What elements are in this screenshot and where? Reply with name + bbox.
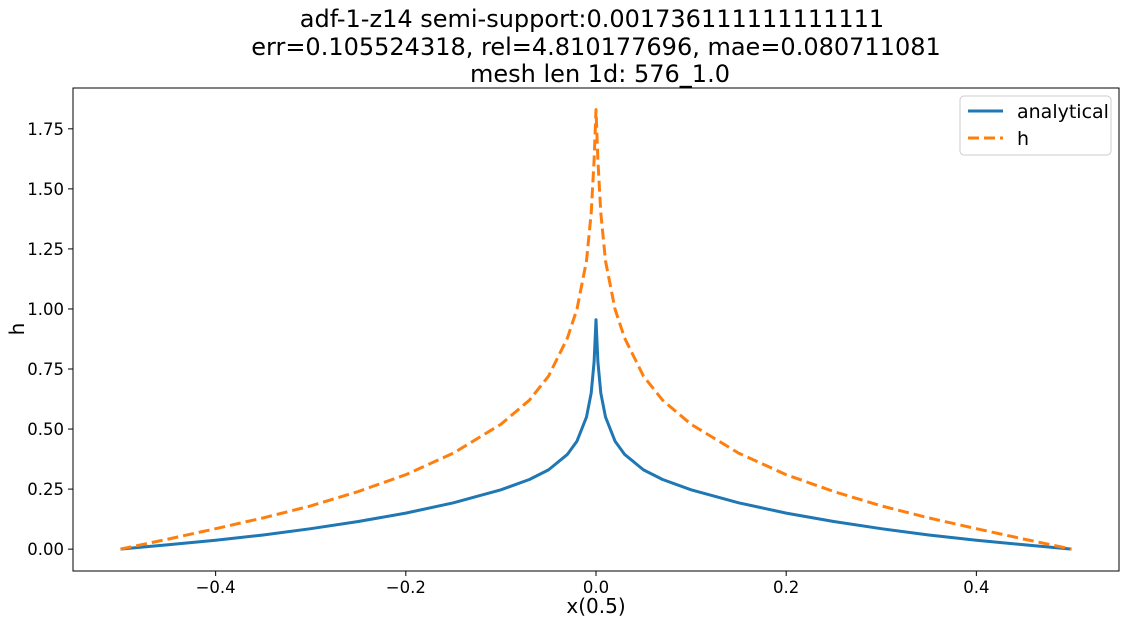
legend-label-h: h bbox=[1017, 128, 1029, 150]
series-line-h bbox=[120, 108, 1072, 551]
legend: analytical h bbox=[959, 95, 1112, 156]
x-tick-label: −0.4 bbox=[196, 578, 236, 597]
chart-title-line-1: adf-1-z14 semi-support:0.001736111111111… bbox=[300, 5, 884, 33]
x-tick-label: 0.4 bbox=[963, 578, 989, 597]
y-tick-label: 1.25 bbox=[27, 240, 64, 259]
legend-label-analytical: analytical bbox=[1017, 101, 1109, 123]
x-tick-label: 0.0 bbox=[583, 578, 609, 597]
y-tick-label: 0.25 bbox=[27, 480, 64, 499]
y-tick-label: 0.00 bbox=[27, 540, 64, 559]
x-tick-label: 0.2 bbox=[773, 578, 799, 597]
x-axis-label: x(0.5) bbox=[566, 594, 625, 618]
chart-title-line-2: err=0.105524318, rel=4.810177696, mae=0.… bbox=[251, 33, 941, 61]
x-axis-ticks: −0.4 −0.2 0.0 0.2 0.4 bbox=[196, 571, 989, 597]
plot-area bbox=[72, 87, 1120, 572]
y-tick-label: 1.50 bbox=[27, 180, 64, 199]
y-tick-label: 1.00 bbox=[27, 300, 64, 319]
series-line-analytical bbox=[120, 318, 1072, 551]
y-axis-label: h bbox=[5, 323, 29, 336]
y-tick-label: 0.50 bbox=[27, 420, 64, 439]
y-axis-ticks: 0.00 0.25 0.50 0.75 1.00 1.25 1.50 1.75 bbox=[27, 120, 73, 559]
x-tick-label: −0.2 bbox=[386, 578, 426, 597]
y-tick-label: 0.75 bbox=[27, 360, 64, 379]
chart-title-line-3: mesh len 1d: 576_1.0 bbox=[470, 60, 730, 88]
y-tick-label: 1.75 bbox=[27, 120, 64, 139]
